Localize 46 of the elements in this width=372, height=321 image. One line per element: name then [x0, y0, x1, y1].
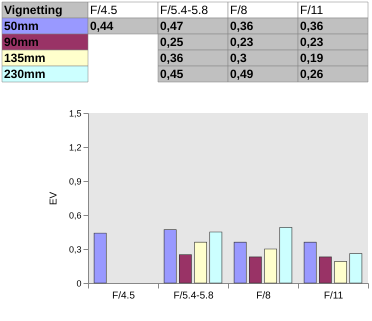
category-label: F/4.5	[90, 3, 118, 17]
bar	[304, 242, 317, 284]
data-label: 0,23	[230, 35, 254, 49]
y-tick-label: 0,3	[68, 244, 82, 254]
data-label: 0,25	[160, 35, 184, 49]
bar	[279, 227, 292, 284]
data-label: 0,49	[230, 67, 254, 81]
bar	[194, 242, 207, 284]
data-label: 0,3	[230, 51, 248, 65]
bar	[164, 229, 177, 284]
data-label: 0,45	[160, 67, 184, 81]
data-label: 0,44	[90, 19, 114, 33]
category-label: F/8	[230, 3, 248, 17]
bar	[319, 256, 332, 284]
text: 50mm	[4, 19, 39, 33]
y-tick-label: 0	[76, 278, 82, 288]
category-label: F/11	[300, 3, 324, 17]
text: 90mm	[4, 35, 39, 49]
data-label: 0,26	[300, 67, 324, 81]
bar	[334, 261, 347, 284]
y-tick-label: 1,5	[68, 108, 82, 118]
data-label: 0,36	[230, 19, 254, 33]
x-tick-label: F/8	[256, 290, 272, 302]
data-label: 0,47	[160, 19, 184, 33]
bar	[209, 232, 222, 284]
chart-title: Vignetting	[4, 3, 62, 17]
y-tick-label: 0,9	[68, 176, 82, 186]
bar	[249, 256, 262, 284]
x-tick-label: F/11	[324, 290, 344, 302]
text: 135mm	[4, 51, 46, 65]
x-tick-label: F/4.5	[112, 290, 136, 302]
bar	[264, 248, 277, 284]
data-label: 0,19	[300, 51, 324, 65]
bar	[234, 242, 247, 284]
y-tick-label: 1,2	[68, 142, 82, 152]
text: 230mm	[4, 67, 46, 81]
bar	[94, 232, 107, 284]
x-tick-label: F/5.4-5.8	[173, 290, 214, 302]
data-label: 0,23	[300, 35, 324, 49]
y-tick-label: 0,6	[68, 210, 82, 220]
data-label: 0,36	[160, 51, 184, 65]
bar	[349, 253, 362, 284]
y-axis-title: EV	[48, 192, 60, 206]
data-label: 0,36	[300, 19, 324, 33]
category-label: F/5.4-5.8	[160, 3, 208, 17]
bar	[179, 254, 192, 284]
